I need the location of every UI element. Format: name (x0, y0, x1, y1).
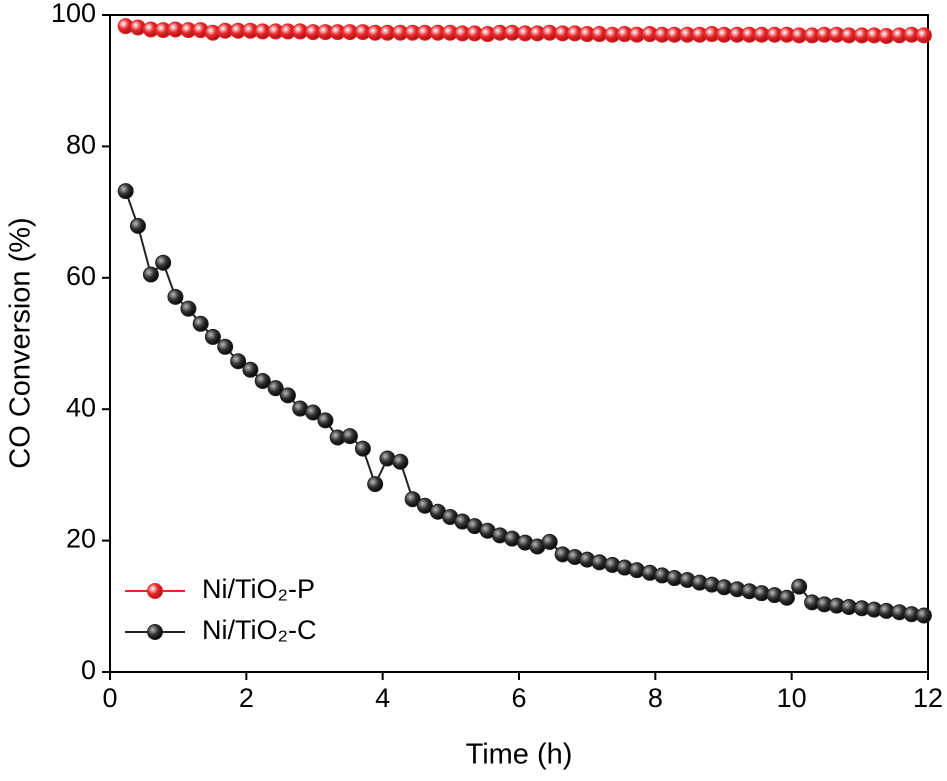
marker (541, 533, 558, 550)
marker (354, 440, 371, 457)
y-tick-label: 60 (66, 261, 96, 291)
marker (180, 300, 197, 317)
y-tick-label: 100 (51, 0, 96, 28)
marker (117, 183, 134, 200)
marker (242, 361, 259, 378)
marker (230, 353, 247, 370)
x-axis-label: Time (h) (466, 739, 573, 771)
x-tick-label: 4 (375, 683, 390, 713)
x-tick-label: 8 (648, 683, 663, 713)
legend-marker (147, 583, 163, 599)
x-tick-label: 6 (511, 683, 526, 713)
marker (791, 578, 808, 595)
x-tick-label: 2 (239, 683, 254, 713)
marker (142, 266, 159, 283)
marker (129, 217, 146, 234)
marker (628, 562, 645, 579)
marker (778, 589, 795, 606)
y-axis-label: CO Conversion (%) (5, 217, 37, 468)
marker (217, 338, 234, 355)
y-tick-label: 80 (66, 130, 96, 160)
marker (341, 428, 358, 445)
legend-label: Ni/TiO₂-C (202, 615, 316, 645)
y-tick-label: 40 (66, 392, 96, 422)
marker (416, 497, 433, 514)
marker (915, 607, 932, 624)
marker (267, 380, 284, 397)
marker (305, 404, 322, 421)
marker (155, 254, 172, 271)
series-line (124, 190, 925, 617)
marker (367, 476, 384, 493)
y-tick-label: 0 (81, 655, 96, 685)
x-tick-label: 12 (913, 683, 943, 713)
marker (167, 288, 184, 305)
marker (404, 491, 421, 508)
x-tick-label: 10 (777, 683, 807, 713)
legend-marker (147, 624, 163, 640)
marker (392, 453, 409, 470)
marker (192, 315, 209, 332)
marker (591, 554, 608, 571)
marker (915, 27, 932, 44)
x-tick-label: 0 (102, 683, 117, 713)
legend-label: Ni/TiO₂-P (202, 574, 315, 604)
marker (279, 387, 296, 404)
marker (254, 372, 271, 389)
marker (204, 328, 221, 345)
marker (317, 412, 334, 429)
y-tick-label: 20 (66, 524, 96, 554)
